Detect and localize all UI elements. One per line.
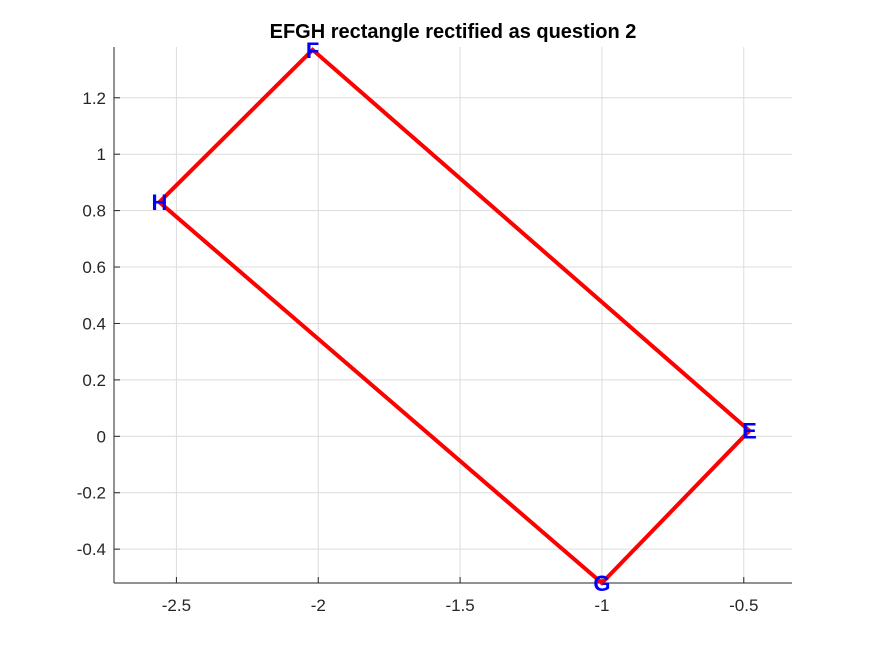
x-tick-label-1: -2 — [311, 596, 326, 615]
chart-title: EFGH rectangle rectified as question 2 — [270, 21, 637, 43]
y-tick-label-3: 0.2 — [82, 371, 106, 390]
y-tick-label-8: 1.2 — [82, 89, 106, 108]
vertex-label-e: E — [742, 419, 757, 444]
vertex-label-g: G — [593, 571, 610, 596]
vertex-label-f: F — [306, 38, 319, 63]
axes — [113, 47, 792, 584]
rectangle-outline-0 — [156, 47, 751, 586]
vertex-labels: E F H G — [151, 38, 756, 596]
y-tick-label-6: 0.8 — [82, 202, 106, 221]
x-tick-label-2: -1.5 — [445, 596, 474, 615]
x-tick-label-3: -1 — [594, 596, 609, 615]
y-tick-label-5: 0.6 — [82, 258, 106, 277]
y-tick-label-0: -0.4 — [77, 540, 106, 559]
grid-lines — [114, 47, 792, 583]
tick-labels: -2.5 -2 -1.5 -1 -0.5 -0.4 -0.2 0 0.2 0.4 0.6 0.8 1 1.… — [77, 89, 759, 615]
y-tick-label-2: 0 — [97, 427, 106, 446]
x-tick-label-4: -0.5 — [729, 596, 758, 615]
vertex-label-h: H — [151, 190, 167, 215]
y-tick-label-1: -0.2 — [77, 484, 106, 503]
y-tick-label-4: 0.4 — [82, 314, 106, 333]
series-layer — [156, 47, 751, 586]
y-tick-label-7: 1 — [97, 145, 106, 164]
x-tick-label-0: -2.5 — [162, 596, 191, 615]
